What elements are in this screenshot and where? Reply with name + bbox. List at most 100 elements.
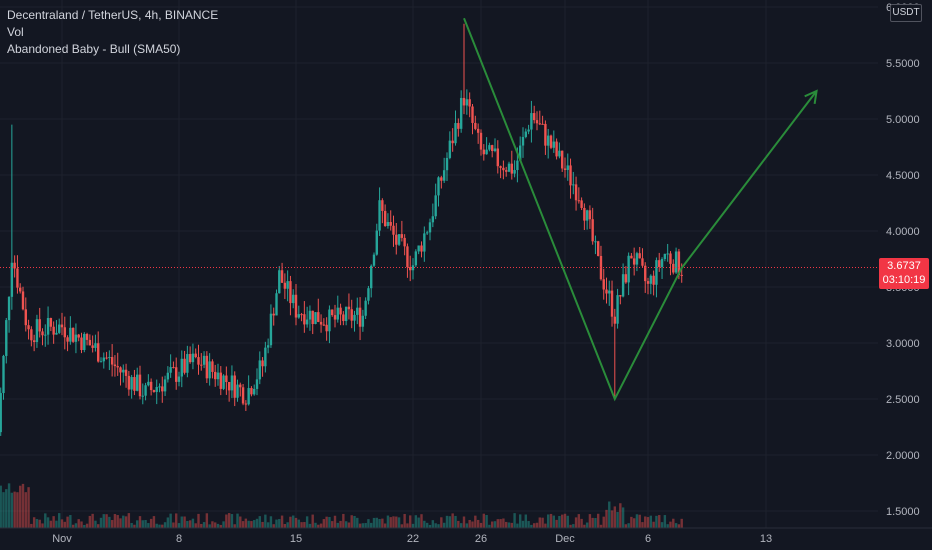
volume-bar xyxy=(127,513,131,528)
volume-bar xyxy=(591,517,594,528)
volume-bar xyxy=(613,506,616,528)
volume-bar xyxy=(297,519,300,528)
candle-body xyxy=(602,279,605,290)
candle-body xyxy=(292,294,295,304)
volume-bar xyxy=(574,517,578,528)
pattern-drawing[interactable] xyxy=(463,17,818,402)
candle-body xyxy=(41,331,44,336)
volume-bar xyxy=(300,522,303,528)
candle-body xyxy=(119,367,122,373)
candle-body xyxy=(597,241,600,256)
candle-body xyxy=(258,360,261,380)
candle-body xyxy=(381,200,384,211)
candle-body xyxy=(183,358,186,373)
candle-body xyxy=(13,262,16,269)
volume-bar xyxy=(158,524,161,528)
volume-bar xyxy=(541,517,544,528)
volume-bar xyxy=(266,522,270,528)
volume-bar xyxy=(183,516,186,528)
candle-body xyxy=(219,372,222,389)
volume-bar xyxy=(538,517,541,528)
volume-bar xyxy=(474,515,477,528)
volume-bar xyxy=(616,511,619,528)
candle-body xyxy=(361,315,365,327)
volume-bar xyxy=(353,515,356,528)
chart-legend: Decentraland / TetherUS, 4h, BINANCE Vol… xyxy=(7,7,218,58)
volume-bar xyxy=(303,522,306,528)
candle-body xyxy=(52,326,55,335)
volume-bar xyxy=(211,521,214,528)
candle-body xyxy=(163,379,167,392)
volume-bar xyxy=(138,516,142,528)
candle-body xyxy=(60,324,64,328)
candle-body xyxy=(331,309,334,316)
volume-indicator-label[interactable]: Vol xyxy=(7,25,24,39)
volume-bar xyxy=(58,513,61,528)
candle-body xyxy=(591,219,594,242)
volume-bar xyxy=(130,522,133,528)
time-tick-label: 6 xyxy=(645,533,651,545)
volume-bar xyxy=(516,523,519,528)
time-axis[interactable]: Nov 8 15 22 26 Dec 6 13 xyxy=(0,527,932,545)
volume-bar xyxy=(350,515,353,528)
volume-bar xyxy=(247,520,250,528)
pattern-indicator-label[interactable]: Abandoned Baby - Bull (SMA50) xyxy=(7,42,181,56)
volume-bar xyxy=(52,516,55,528)
candle-body xyxy=(169,367,172,373)
volume-bar xyxy=(635,514,639,528)
volume-bar xyxy=(113,514,117,528)
volume-bar xyxy=(530,524,533,528)
candle-body xyxy=(147,381,150,386)
pattern-line xyxy=(463,17,818,402)
volume-bar xyxy=(155,523,158,528)
volume-bar xyxy=(49,520,53,528)
volume-bar xyxy=(0,485,2,528)
volume-bar xyxy=(507,522,511,528)
candle-body xyxy=(30,329,33,341)
volume-bar xyxy=(294,517,298,528)
candle-body xyxy=(544,123,547,146)
volume-bar xyxy=(666,524,669,528)
candle-body xyxy=(677,251,681,275)
volume-bar xyxy=(305,516,309,528)
candle-body xyxy=(194,353,197,358)
currency-label[interactable]: USDT xyxy=(890,4,922,22)
candle-body xyxy=(328,309,331,332)
volume-bar xyxy=(2,492,5,528)
volume-bar xyxy=(292,515,295,528)
volume-bar xyxy=(434,523,437,528)
volume-bar xyxy=(395,516,398,528)
volume-bar xyxy=(219,524,222,528)
volume-bar xyxy=(5,489,8,528)
candle-body xyxy=(32,340,36,343)
volume-bar xyxy=(372,517,376,528)
volume-bar xyxy=(66,516,69,528)
candle-body xyxy=(2,355,5,394)
candle-body xyxy=(474,122,477,129)
candle-body xyxy=(266,345,270,348)
price-tick-label: 5.5000 xyxy=(886,58,920,70)
volume-bar xyxy=(272,524,275,528)
volume-bar xyxy=(660,522,664,528)
candle-body xyxy=(535,120,539,124)
volume-bar xyxy=(641,522,644,528)
volume-bar xyxy=(491,521,494,528)
volume-bar xyxy=(370,522,373,528)
candle-body xyxy=(130,377,133,390)
candles xyxy=(0,23,683,436)
candle-body xyxy=(646,281,650,284)
candle-body xyxy=(375,230,378,255)
symbol-title[interactable]: Decentraland / TetherUS, 4h, BINANCE xyxy=(7,8,219,22)
candle-body xyxy=(225,375,228,382)
volume-bar xyxy=(547,514,550,528)
volume-bar xyxy=(588,514,592,528)
candle-body xyxy=(244,403,248,405)
volume-bar xyxy=(336,522,339,528)
candle-body xyxy=(308,310,312,320)
volume-bar xyxy=(454,515,457,528)
candle-body xyxy=(71,327,75,342)
volume-bar xyxy=(403,513,406,528)
volume-bar xyxy=(311,514,314,528)
volume-bar xyxy=(94,520,97,528)
